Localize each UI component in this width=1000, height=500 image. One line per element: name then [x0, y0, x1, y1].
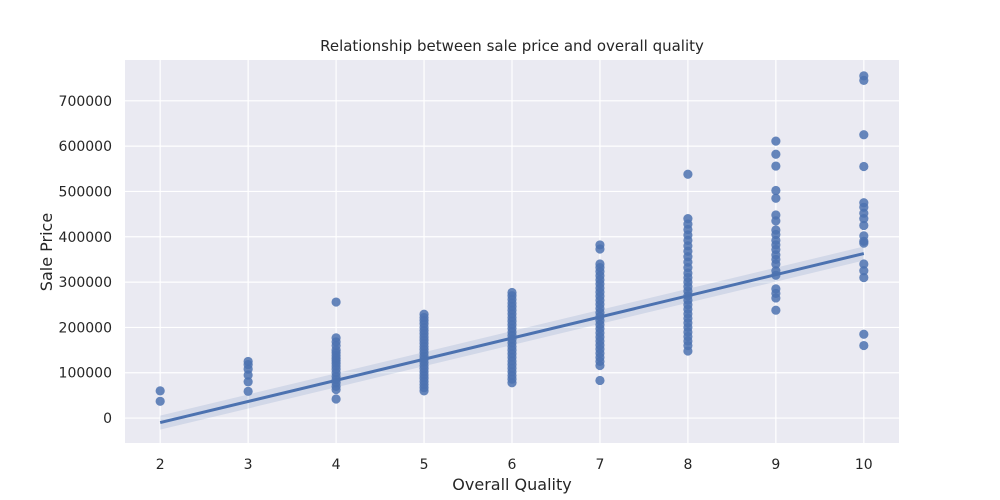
x-tick-label: 7 [595, 457, 604, 473]
data-point [771, 216, 781, 226]
data-point [331, 394, 341, 404]
x-tick-label: 6 [508, 457, 517, 473]
y-tick-label: 300000 [59, 275, 112, 291]
data-point [771, 161, 781, 171]
data-point [859, 161, 869, 172]
data-point [859, 272, 869, 283]
data-point [771, 193, 781, 203]
data-point [331, 384, 341, 395]
data-point [595, 244, 605, 254]
regression [159, 246, 865, 430]
data-point [507, 378, 517, 388]
data-point [859, 329, 869, 339]
x-tick-labels: 2 3 4 5 6 7 8 9 10 [156, 457, 873, 473]
x-tick-label: 9 [771, 457, 780, 473]
data-point [859, 340, 869, 351]
data-point [683, 346, 693, 356]
data-point [859, 259, 869, 269]
y-tick-label: 500000 [59, 184, 112, 200]
data-point [859, 130, 869, 140]
data-point [243, 386, 253, 396]
data-point [859, 266, 869, 276]
chart-title: Relationship between sale price and over… [320, 37, 704, 55]
y-axis-label: Sale Price [37, 213, 56, 291]
data-point [155, 386, 165, 396]
data-point [771, 305, 781, 315]
data-point [859, 75, 869, 85]
y-tick-label: 400000 [59, 230, 112, 246]
data-point [683, 169, 693, 179]
data-point [155, 396, 165, 406]
x-tick-label: 10 [855, 457, 873, 473]
y-tick-label: 100000 [59, 366, 112, 382]
data-point [859, 220, 869, 231]
data-point [595, 375, 605, 386]
x-tick-label: 4 [332, 457, 341, 473]
y-tick-label: 0 [103, 411, 112, 427]
scatter-points [155, 71, 869, 406]
x-tick-label: 5 [420, 457, 429, 473]
data-point [595, 360, 605, 371]
data-point [771, 149, 781, 159]
data-point [771, 259, 781, 269]
y-tick-label: 700000 [59, 94, 112, 110]
x-axis-label: Overall Quality [452, 475, 571, 494]
x-tick-label: 2 [156, 457, 165, 473]
y-tick-labels: 0 100000 200000 300000 400000 500000 600000 700… [59, 94, 112, 427]
data-point [771, 293, 781, 303]
regression-line [159, 252, 865, 425]
data-point [771, 136, 781, 146]
data-point [771, 185, 781, 196]
y-tick-label: 200000 [59, 320, 112, 336]
y-tick-label: 600000 [59, 139, 112, 155]
data-point [859, 238, 869, 248]
data-point [243, 377, 253, 387]
x-tick-label: 8 [683, 457, 692, 473]
x-tick-label: 3 [244, 457, 253, 473]
data-point [331, 297, 341, 307]
data-point [243, 370, 253, 380]
data-point [859, 214, 869, 224]
data-point [419, 386, 429, 396]
